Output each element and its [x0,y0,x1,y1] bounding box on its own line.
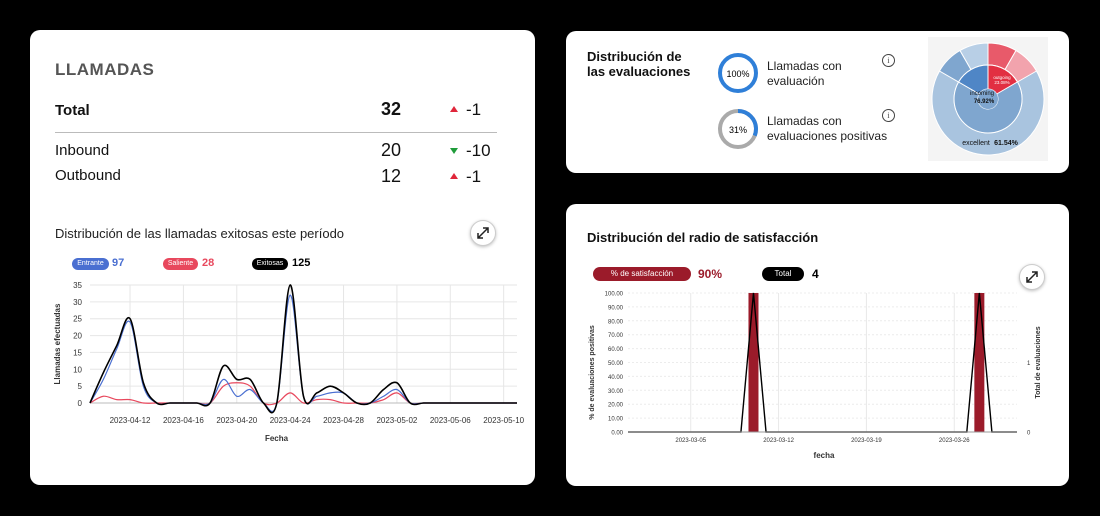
expand-icon [477,227,489,239]
x-tick-label: 2023-04-20 [216,416,257,425]
legend-exitosas-total: 125 [292,257,311,269]
x-tick-label: 2023-03-05 [675,438,706,444]
y-tick-label: 0 [78,399,83,408]
y-tick-label: 5 [78,382,83,391]
total-label: Total [55,102,90,119]
y-tick-label: 15 [73,348,82,357]
satisfaction-card: Distribución del radio de satisfacción %… [566,204,1069,486]
x-axis-label: Fecha [265,434,289,443]
eval-item-2-label: Llamadas con evaluaciones positivas [767,114,888,143]
eval-ring-full: 100% [718,53,758,93]
y-tick-label: 80.00 [608,319,624,325]
y-tick-label: 90.00 [608,305,624,311]
trend-up-icon [450,105,458,112]
x-tick-label: 2023-03-12 [763,438,794,444]
eval-item-1-label: Llamadas con evaluación [767,59,842,88]
svg-text:23.08%: 23.08% [994,80,1009,85]
satisfaction-bar [748,293,759,432]
trend-up-icon [450,172,458,179]
x-tick-label: 2023-04-16 [163,416,204,425]
y-tick-label: 60.00 [608,347,624,353]
outbound-delta: -1 [450,167,481,187]
series-line-exitosas [89,284,517,414]
y-tick-label: 70.00 [608,333,624,339]
calls-chart-title: Distribución de las llamadas exitosas es… [55,226,345,241]
x-tick-label: 2023-05-02 [376,416,417,425]
x-tick-label: 2023-04-28 [323,416,364,425]
eval-ring-positive: 31% [718,109,758,149]
y2-tick-label: 0 [1027,431,1031,437]
y-tick-label: 10.00 [608,417,624,423]
svg-text:31%: 31% [729,125,747,135]
calls-title: LLAMADAS [55,60,155,79]
total-evaluations-line [628,292,1017,433]
x-tick-label: 2023-03-26 [939,438,970,444]
legend-total[interactable]: Total [762,267,804,281]
svg-text:76.92%: 76.92% [974,99,995,105]
calls-card: LLAMADAS Total 32 -1 Inbound 20 -10 Outb… [30,30,535,485]
trend-down-icon [450,147,458,154]
x-axis-label: fecha [814,451,835,460]
outbound-label: Outbound [55,167,121,184]
satisfaction-chart: 0.00 10.00 20.00 30.00 40.00 50.00 60.00 70.00 8… [589,292,1042,461]
inbound-delta: -10 [450,141,491,161]
calls-line-chart: 0 5 10 15 20 25 30 35 2023-04-12 2023-04-16 2023-0… [53,281,525,443]
y2-axis-label: Total de evaluaciones [1035,326,1042,398]
x-tick-label: 2023-03-19 [851,438,882,444]
expand-button[interactable] [1019,264,1045,290]
x-tick-label: 2023-05-06 [430,416,471,425]
legend-satisfaction-value: 90% [698,267,723,281]
svg-text:excellent: excellent [962,140,990,147]
y-tick-label: 10 [73,365,82,374]
legend-entrante-total: 97 [112,257,125,269]
outbound-value: 12 [380,166,401,186]
evaluations-title: Distribución de las evaluaciones [587,49,691,79]
legend-saliente-total: 28 [202,257,215,269]
inbound-label: Inbound [55,142,110,159]
legend-total-value: 4 [812,267,819,281]
inbound-value: 20 [380,140,401,160]
x-tick-label: 2023-05-10 [483,416,524,425]
y-tick-label: 50.00 [608,361,624,367]
y-axis-label: % de evaluaciones positivas [589,325,596,420]
legend-saliente[interactable]: Saliente [163,258,198,270]
legend-exitosas[interactable]: Exitosas [252,258,288,270]
y-tick-label: 25 [73,315,82,324]
expand-icon [1026,271,1038,283]
total-value: 32 [380,99,401,119]
y-tick-label: 30 [73,298,82,307]
y2-tick-label: 1 [1027,361,1031,367]
divider [55,132,497,133]
y-tick-label: 20 [73,332,82,341]
satisfaction-bar [974,293,985,432]
y-tick-label: 0.00 [611,431,623,437]
x-tick-label: 2023-04-24 [270,416,311,425]
legend-entrante[interactable]: Entrante [72,258,109,270]
y-axis-label: Llamadas efectuadas [53,303,62,384]
info-icon[interactable]: i [882,54,895,67]
y-tick-label: 20.00 [608,403,624,409]
svg-text:outgoing: outgoing [993,75,1011,80]
sunburst-chart: incoming 76.92% outgoing 23.08% excellen… [928,37,1048,161]
svg-text:100%: 100% [726,69,749,79]
y-tick-label: 35 [73,281,82,290]
evaluations-card: Distribución de las evaluaciones 100% Ll… [566,31,1069,173]
y-tick-label: 30.00 [608,389,624,395]
x-tick-label: 2023-04-12 [110,416,151,425]
y-tick-label: 100.00 [605,292,624,298]
legend-satisfaction[interactable]: % de satisfacción [593,267,691,281]
y-tick-label: 40.00 [608,375,624,381]
info-icon[interactable]: i [882,109,895,122]
svg-text:61.54%: 61.54% [994,140,1019,147]
total-delta: -1 [450,100,481,120]
satisfaction-title: Distribución del radio de satisfacción [587,230,819,245]
expand-button[interactable] [470,220,496,246]
svg-text:incoming: incoming [970,91,994,97]
